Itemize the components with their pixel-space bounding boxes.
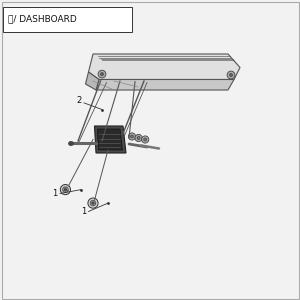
Circle shape [230,74,232,76]
Circle shape [98,70,106,78]
Polygon shape [96,80,234,90]
Circle shape [128,133,136,140]
Circle shape [90,200,96,206]
Text: 仸/ DASHBOARD: 仸/ DASHBOARD [8,15,76,24]
Circle shape [144,138,147,141]
Circle shape [92,202,94,204]
Polygon shape [88,54,240,80]
Circle shape [130,135,134,138]
Polygon shape [94,126,126,153]
Circle shape [227,71,235,79]
Circle shape [142,136,149,143]
Circle shape [60,184,70,195]
Circle shape [64,188,67,191]
Text: 1: 1 [52,189,58,198]
Circle shape [63,187,68,192]
Circle shape [88,198,98,208]
Circle shape [135,134,142,142]
Polygon shape [98,129,122,150]
Text: 1: 1 [81,207,86,216]
Circle shape [137,136,140,140]
Text: 2: 2 [76,96,82,105]
FancyBboxPatch shape [3,7,132,31]
FancyBboxPatch shape [2,2,298,298]
Polygon shape [85,72,99,90]
Circle shape [100,73,103,76]
